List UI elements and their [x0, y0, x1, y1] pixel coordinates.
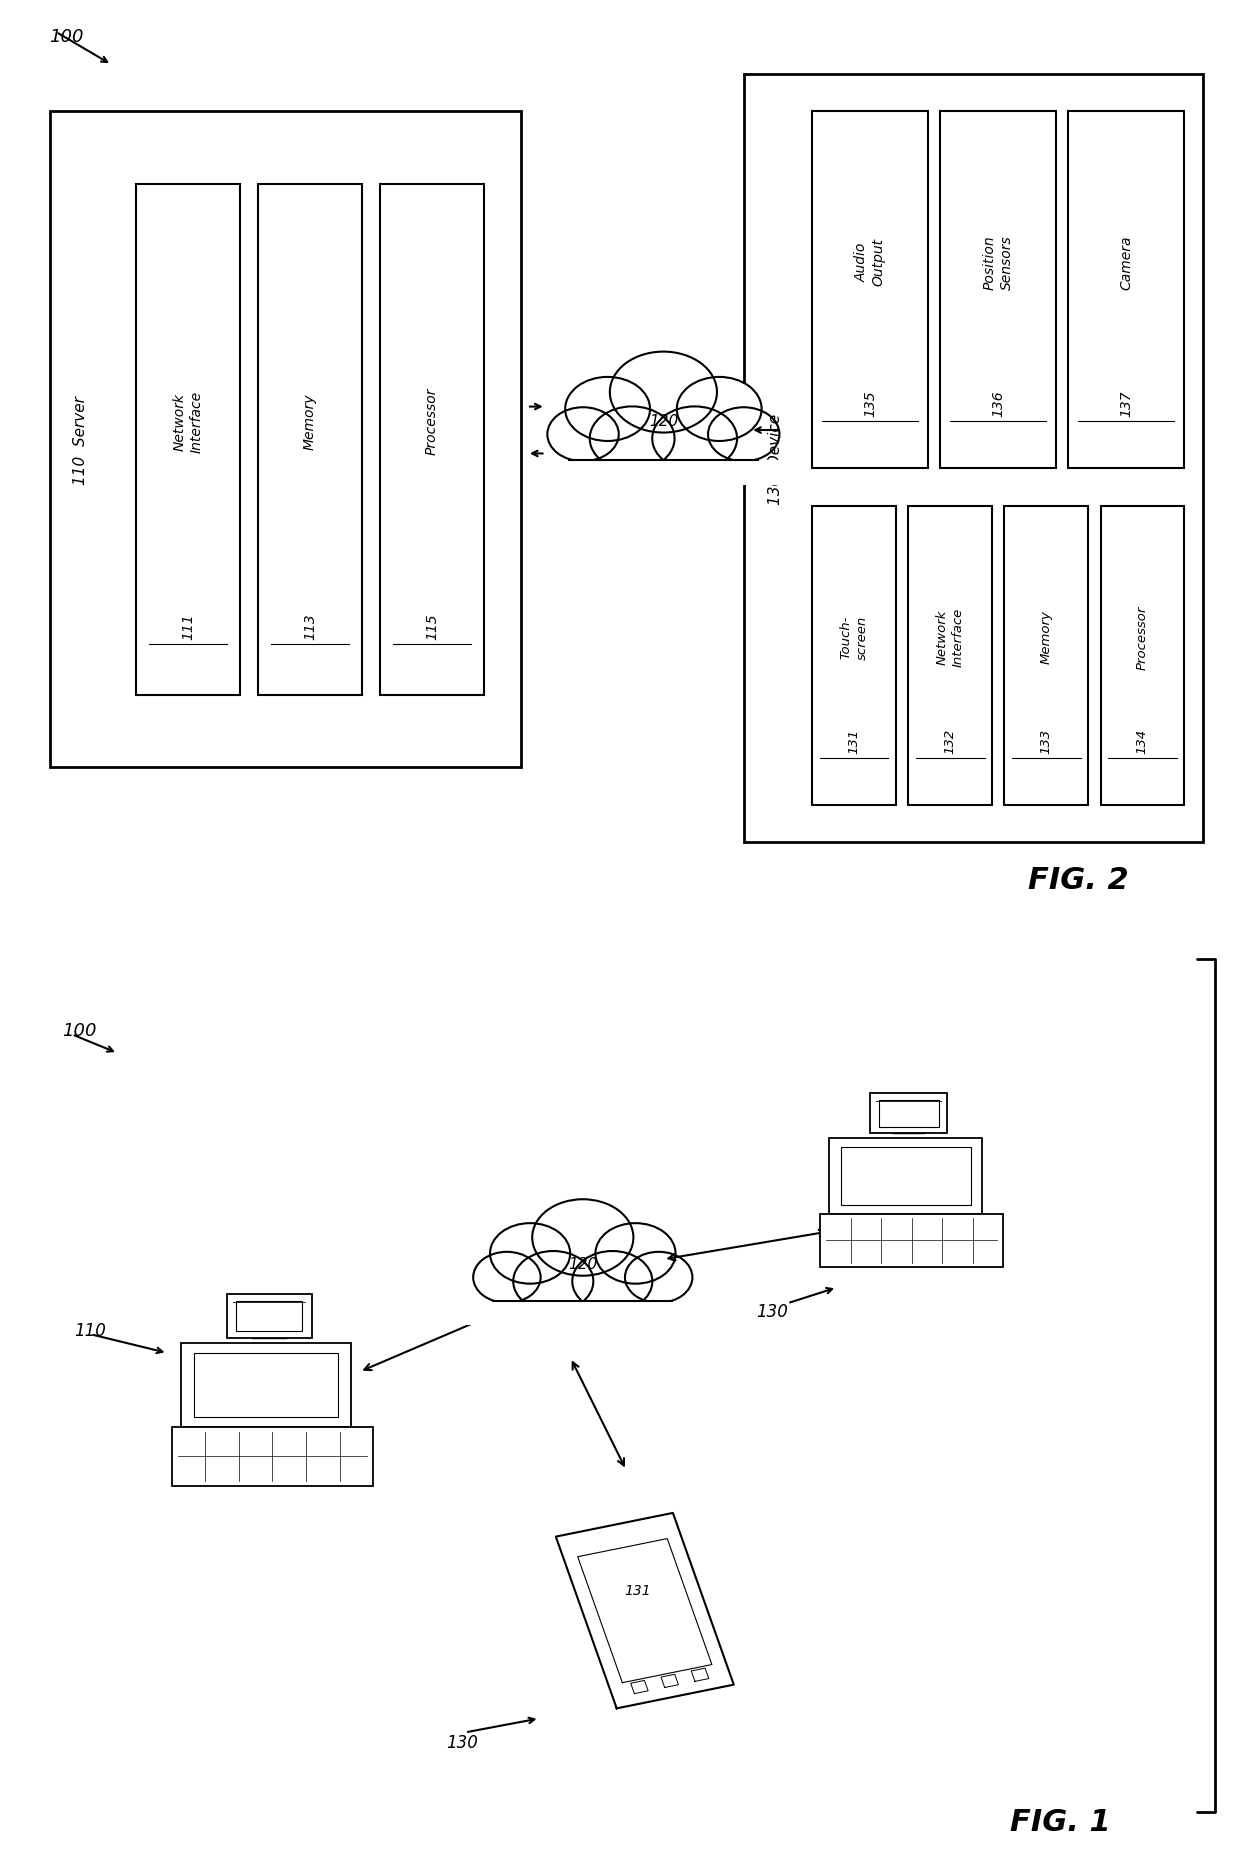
Text: 113: 113: [303, 612, 317, 641]
Circle shape: [572, 1251, 652, 1311]
Bar: [541, 461, 786, 485]
Text: 110: 110: [74, 1320, 107, 1339]
Text: 130  Device: 130 Device: [768, 414, 782, 504]
Polygon shape: [556, 1513, 734, 1708]
Text: 100: 100: [50, 28, 84, 47]
Bar: [841, 1146, 971, 1204]
Bar: [879, 1099, 939, 1128]
Text: 111: 111: [181, 612, 195, 641]
Circle shape: [513, 1251, 594, 1311]
Bar: [1101, 506, 1184, 805]
Text: Network
Interface: Network Interface: [936, 607, 965, 667]
Circle shape: [677, 378, 761, 442]
Text: 131: 131: [848, 729, 861, 753]
Text: 100: 100: [62, 1021, 97, 1040]
Text: 132: 132: [944, 729, 956, 753]
Text: 115: 115: [425, 612, 439, 641]
Circle shape: [490, 1223, 570, 1285]
Circle shape: [595, 1223, 676, 1285]
Bar: [50, 112, 521, 768]
Text: 135: 135: [863, 390, 877, 418]
Text: 136: 136: [991, 390, 1006, 418]
Bar: [870, 1094, 947, 1133]
Text: 133: 133: [1040, 729, 1053, 753]
Text: 130: 130: [446, 1733, 479, 1751]
Text: 137: 137: [1120, 390, 1133, 418]
Circle shape: [625, 1253, 692, 1304]
Text: Network
Interface: Network Interface: [172, 390, 203, 453]
Bar: [812, 112, 928, 468]
Bar: [171, 1427, 373, 1485]
Text: Position
Sensors: Position Sensors: [982, 234, 1014, 290]
Bar: [940, 112, 1056, 468]
Circle shape: [610, 352, 717, 433]
Text: 131: 131: [624, 1583, 651, 1598]
Circle shape: [547, 408, 619, 463]
Bar: [830, 1139, 982, 1214]
Bar: [812, 506, 895, 805]
Text: Processor: Processor: [425, 388, 439, 455]
Text: 134: 134: [1136, 729, 1148, 753]
Text: Touch-
screen: Touch- screen: [839, 614, 868, 659]
Text: 130: 130: [756, 1302, 789, 1320]
Text: 110  Server: 110 Server: [73, 395, 88, 485]
Bar: [258, 185, 362, 697]
Circle shape: [652, 406, 737, 472]
Bar: [466, 1302, 699, 1326]
Polygon shape: [578, 1540, 712, 1682]
Bar: [195, 1352, 337, 1418]
Text: FIG. 2: FIG. 2: [1028, 865, 1130, 895]
Circle shape: [474, 1253, 541, 1304]
Bar: [136, 185, 239, 697]
Circle shape: [532, 1199, 634, 1276]
Circle shape: [590, 406, 675, 472]
Bar: [908, 506, 992, 805]
Text: Memory: Memory: [303, 393, 317, 450]
Bar: [236, 1302, 303, 1332]
Text: Memory: Memory: [1040, 611, 1053, 665]
Bar: [821, 1214, 1003, 1268]
Bar: [227, 1294, 311, 1339]
Circle shape: [708, 408, 780, 463]
Text: 120: 120: [649, 414, 678, 429]
Bar: [744, 75, 1203, 843]
Bar: [1004, 506, 1089, 805]
Bar: [381, 185, 484, 697]
Text: 120: 120: [568, 1257, 598, 1272]
Bar: [1069, 112, 1184, 468]
Text: Processor: Processor: [1136, 605, 1148, 669]
Circle shape: [565, 378, 650, 442]
Text: FIG. 1: FIG. 1: [1009, 1807, 1111, 1836]
Bar: [181, 1343, 351, 1427]
Text: Camera: Camera: [1120, 234, 1133, 290]
Text: Audio
Output: Audio Output: [854, 238, 885, 287]
